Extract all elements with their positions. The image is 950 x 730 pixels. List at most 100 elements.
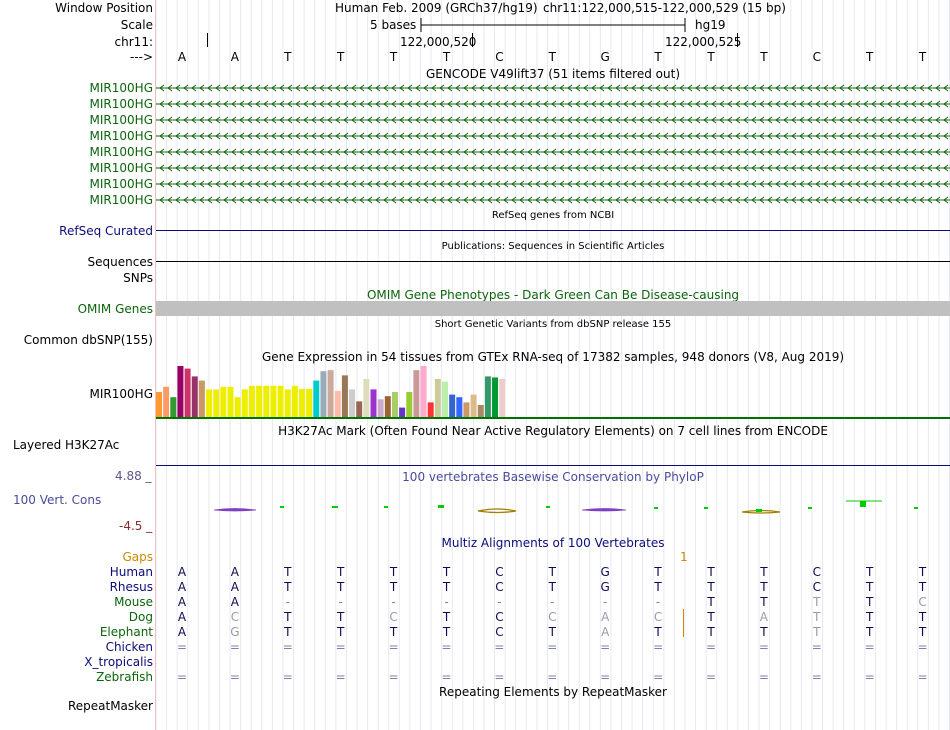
strand-arrow bbox=[775, 180, 781, 188]
strand-arrow bbox=[391, 116, 397, 124]
strand-arrow bbox=[607, 164, 613, 172]
species-label[interactable]: Chicken bbox=[105, 640, 153, 654]
strand-arrow bbox=[791, 100, 797, 108]
position-text: chr11:122,000,515-122,000,529 (15 bp) bbox=[543, 1, 786, 15]
alignment-base: A bbox=[177, 595, 187, 609]
alignment-base: = bbox=[441, 670, 452, 684]
gtex-bar-chart[interactable] bbox=[156, 364, 950, 420]
strand-arrow bbox=[831, 100, 837, 108]
publications-label[interactable]: Sequences bbox=[87, 255, 153, 269]
gtex-tissue-bar bbox=[470, 394, 477, 418]
strand-arrow bbox=[215, 100, 221, 108]
strand-arrow bbox=[519, 100, 525, 108]
gencode-item-label[interactable]: MIR100HG bbox=[89, 177, 153, 191]
strand-arrow bbox=[863, 196, 869, 204]
h3k27ac-title[interactable]: H3K27Ac Mark (Often Found Near Active Re… bbox=[278, 424, 828, 438]
gtex-label[interactable]: MIR100HG bbox=[89, 387, 153, 401]
species-label[interactable]: Dog bbox=[128, 610, 153, 624]
gencode-item-label[interactable]: MIR100HG bbox=[89, 81, 153, 95]
species-label[interactable]: Human bbox=[109, 565, 153, 579]
strand-arrow bbox=[231, 196, 237, 204]
species-label[interactable]: Mouse bbox=[114, 595, 153, 609]
strand-arrow bbox=[431, 132, 437, 140]
strand-arrow bbox=[223, 148, 229, 156]
phylop-wiggle[interactable] bbox=[156, 496, 950, 516]
strand-arrow bbox=[791, 84, 797, 92]
strand-arrow bbox=[927, 196, 933, 204]
strand-arrow bbox=[655, 180, 661, 188]
refseq-title[interactable]: RefSeq genes from NCBI bbox=[491, 210, 615, 221]
gaps-label[interactable]: Gaps bbox=[122, 550, 153, 564]
strand-arrow bbox=[367, 116, 373, 124]
publications-title[interactable]: Publications: Sequences in Scientific Ar… bbox=[441, 241, 665, 252]
strand-arrow bbox=[399, 196, 405, 204]
strand-arrow bbox=[183, 84, 189, 92]
strand-arrow bbox=[759, 196, 765, 204]
strand-arrow bbox=[815, 116, 821, 124]
gencode-item-label[interactable]: MIR100HG bbox=[89, 193, 153, 207]
omim-feature-bar[interactable] bbox=[156, 301, 950, 316]
strand-arrow bbox=[727, 180, 733, 188]
strand-arrow bbox=[263, 132, 269, 140]
gencode-item-label[interactable]: MIR100HG bbox=[89, 97, 153, 111]
strand-arrow bbox=[823, 196, 829, 204]
strand-arrow bbox=[831, 180, 837, 188]
strand-arrow bbox=[479, 84, 485, 92]
gtex-title[interactable]: Gene Expression in 54 tissues from GTEx … bbox=[261, 350, 845, 364]
gencode-item-label[interactable]: MIR100HG bbox=[89, 113, 153, 127]
strand-arrow bbox=[367, 180, 373, 188]
strand-arrow bbox=[407, 100, 413, 108]
alignment-base: C bbox=[495, 565, 504, 579]
strand-arrow bbox=[351, 180, 357, 188]
strand-arrow bbox=[655, 148, 661, 156]
phylop-title[interactable]: 100 vertebrates Basewise Conservation by… bbox=[402, 470, 704, 484]
alignment-base: T bbox=[918, 580, 927, 594]
species-label[interactable]: Zebrafish bbox=[96, 670, 153, 684]
refseq-label[interactable]: RefSeq Curated bbox=[59, 224, 153, 238]
strand-arrow bbox=[559, 116, 565, 124]
species-label[interactable]: Elephant bbox=[99, 625, 153, 639]
omim-title[interactable]: OMIM Gene Phenotypes - Dark Green Can Be… bbox=[366, 288, 740, 302]
strand-arrow bbox=[791, 164, 797, 172]
strand-arrow bbox=[175, 180, 181, 188]
gencode-features[interactable] bbox=[156, 82, 950, 210]
snps-label[interactable]: SNPs bbox=[123, 271, 153, 285]
repeatmasker-title[interactable]: Repeating Elements by RepeatMasker bbox=[439, 685, 667, 699]
repeatmasker-label[interactable]: RepeatMasker bbox=[67, 699, 153, 713]
gencode-item-label[interactable]: MIR100HG bbox=[89, 161, 153, 175]
refseq-feature-line[interactable] bbox=[156, 230, 950, 231]
strand-arrow bbox=[463, 164, 469, 172]
gencode-title[interactable]: GENCODE V49lift37 (51 items filtered out… bbox=[425, 67, 680, 81]
strand-arrow bbox=[703, 180, 709, 188]
gencode-item-label[interactable]: MIR100HG bbox=[89, 129, 153, 143]
strand-arrow bbox=[247, 180, 253, 188]
strand-arrow bbox=[575, 84, 581, 92]
species-label[interactable]: X_tropicalis bbox=[84, 655, 153, 669]
phylop-label[interactable]: 100 Vert. Cons bbox=[13, 493, 102, 507]
h3k27ac-label[interactable]: Layered H3K27Ac bbox=[13, 438, 120, 452]
alignment-base: - bbox=[285, 595, 290, 609]
alignment-base: T bbox=[337, 580, 345, 594]
strand-arrow bbox=[343, 196, 349, 204]
strand-arrow bbox=[463, 148, 469, 156]
strand-arrow bbox=[303, 148, 309, 156]
strand-arrow bbox=[191, 196, 197, 204]
strand-arrow bbox=[527, 132, 533, 140]
strand-arrow bbox=[815, 100, 821, 108]
omim-label[interactable]: OMIM Genes bbox=[77, 302, 153, 316]
gencode-item-label[interactable]: MIR100HG bbox=[89, 145, 153, 159]
species-label[interactable]: Rhesus bbox=[109, 580, 153, 594]
dbsnp-title[interactable]: Short Genetic Variants from dbSNP releas… bbox=[434, 319, 672, 330]
gtex-tissue-bar bbox=[456, 397, 463, 418]
alignment-base: = bbox=[494, 640, 505, 654]
publications-feature-line[interactable] bbox=[156, 261, 950, 262]
strand-arrow bbox=[615, 164, 621, 172]
strand-arrow bbox=[239, 132, 245, 140]
strand-arrow bbox=[327, 132, 333, 140]
strand-arrow bbox=[391, 164, 397, 172]
strand-arrow bbox=[271, 116, 277, 124]
strand-arrow bbox=[367, 148, 373, 156]
dbsnp-label[interactable]: Common dbSNP(155) bbox=[23, 333, 153, 347]
multiz-title[interactable]: Multiz Alignments of 100 Vertebrates bbox=[441, 536, 665, 550]
alignment-base: = bbox=[758, 640, 769, 654]
